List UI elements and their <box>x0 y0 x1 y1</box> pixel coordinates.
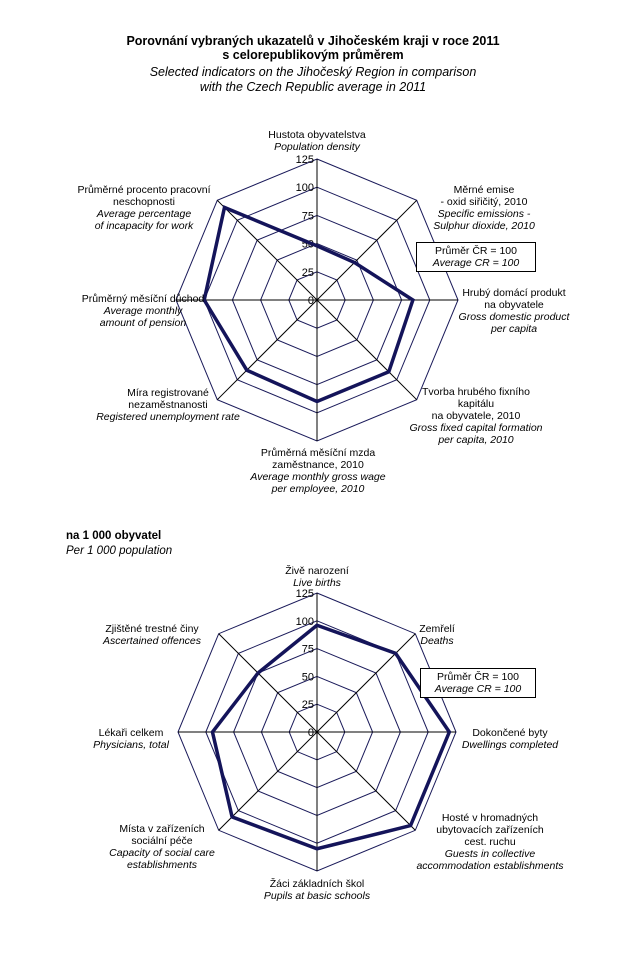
category-label-cz: sociální péče <box>131 835 193 847</box>
category-label-en: amount of pension <box>99 317 187 329</box>
legend-1-en: Average CR = 100 <box>432 257 520 269</box>
chart-2-tick-label: 100 <box>296 616 314 628</box>
category-label-cz: Zjištěné trestné činy <box>105 623 199 635</box>
category-label-en: Pupils at basic schools <box>263 890 371 902</box>
chart-1-axis-3 <box>316 299 418 401</box>
chart-2-tick-label: 50 <box>302 671 314 683</box>
chart-1-tick-label: 75 <box>302 210 314 222</box>
chart-1-category-label: Průměrné procento pracovní neschopnosti Av… <box>54 184 234 232</box>
legend-2: Průměr ČR = 100 Average CR = 100 <box>420 668 536 698</box>
chart-2-category-label: Zjištěné trestné činy Ascertained offence… <box>62 623 242 647</box>
category-label-cz: na obyvatele <box>484 299 544 311</box>
chart-1-axis-7 <box>216 199 318 301</box>
chart-1-tick-label: 125 <box>296 154 314 166</box>
chart-1-tick-label: 100 <box>296 182 314 194</box>
chart-1-tick-label: 0 <box>308 295 314 307</box>
category-label-en: Deaths <box>420 635 454 647</box>
legend-2-en: Average CR = 100 <box>434 683 522 695</box>
chart-1-category-label: Tvorba hrubého fixního kapitálu na obyvate… <box>386 386 566 446</box>
chart-2-tick-label: 125 <box>296 588 314 600</box>
title-en-line1: Selected indicators on the Jihočeský Reg… <box>149 65 477 79</box>
chart-1-category-label: Průměrná měsíční mzda zaměstnance, 2010 Av… <box>228 447 408 495</box>
category-label-en: establishments <box>126 859 198 871</box>
category-label-cz: Hustota obyvatelstva <box>268 129 366 141</box>
chart-2-tick-label: 25 <box>302 699 314 711</box>
category-label-en: Sulphur dioxide, 2010 <box>433 220 535 232</box>
section2-title-en: Per 1 000 population <box>66 545 173 557</box>
category-label-en: Registered unemployment rate <box>96 411 240 423</box>
chart-1-category-label: Hrubý domácí produkt na obyvatele Gross do… <box>424 287 604 335</box>
category-label-cz: kapitálu <box>457 398 495 410</box>
category-label-cz: Průměrný měsíční důchod <box>81 293 205 305</box>
category-label-cz: na obyvatele, 2010 <box>431 410 521 422</box>
category-label-en: per employee, 2010 <box>271 483 365 495</box>
category-label-en: Capacity of social care <box>109 847 215 859</box>
category-label-cz: Živě narození <box>285 565 349 577</box>
chart-1-tick-label: 25 <box>302 267 314 279</box>
category-label-cz: neschopnosti <box>113 196 175 208</box>
category-label-cz: nezaměstnanosti <box>128 399 208 411</box>
category-label-en: Gross fixed capital formation <box>409 422 543 434</box>
chart-2-category-label: Žáci základních škol Pupils at basic scho… <box>227 878 407 902</box>
chart-2-category-label: Místa v zařízeních sociální péče Capacity … <box>72 823 252 871</box>
chart-2-tick-label: 0 <box>308 727 314 739</box>
title-cz-line2: s celorepublikovým průměrem <box>222 48 404 62</box>
category-label-cz: Zemřelí <box>419 623 455 635</box>
category-label-en: Gross domestic product <box>458 311 570 323</box>
category-label-en: accommodation establishments <box>416 860 564 872</box>
chart-2-category-label: Lékaři celkem Physicians, total <box>41 727 221 751</box>
category-label-cz: Měrné emise <box>453 184 515 196</box>
category-label-en: Dwellings completed <box>461 739 559 751</box>
category-label-cz: Hrubý domácí produkt <box>462 287 566 299</box>
category-label-en: Population density <box>274 141 360 153</box>
chart-2-category-label: Živě narození Live births <box>227 565 407 589</box>
category-label-cz: Hosté v hromadných <box>441 812 539 824</box>
category-label-cz: Místa v zařízeních <box>119 823 205 835</box>
chart-1-category-label: Hustota obyvatelstva Population density <box>227 129 407 153</box>
category-label-en: Live births <box>293 577 341 589</box>
section2-title-cz: na 1 000 obyvatel <box>66 530 162 542</box>
chart-2-axis-7 <box>218 633 318 733</box>
chart-1-axis-1 <box>316 199 418 301</box>
category-label-en: Average monthly gross wage <box>250 471 386 483</box>
legend-2-cz: Průměr ČR = 100 <box>437 671 519 683</box>
category-label-cz: ubytovacích zařízeních <box>436 824 544 836</box>
category-label-cz: Průměrné procento pracovní <box>77 184 211 196</box>
title-en-line2: with the Czech Republic average in 2011 <box>199 80 427 94</box>
chart-1-category-label: Měrné emise - oxid siřičitý, 2010 Specific… <box>394 184 574 232</box>
category-label-cz: Průměrná měsíční mzda <box>260 447 376 459</box>
category-label-en: per capita, 2010 <box>438 434 514 446</box>
category-label-en: Specific emissions - <box>437 208 531 220</box>
category-label-en: Guests in collective <box>444 848 536 860</box>
category-label-en: Average monthly <box>103 305 183 317</box>
category-label-cz: Žáci základních škol <box>269 878 365 890</box>
category-label-cz: cest. ruchu <box>464 836 516 848</box>
chart-1-axis-5 <box>216 299 318 401</box>
legend-1-cz: Průměr ČR = 100 <box>435 245 517 257</box>
chart-2-axis-3 <box>316 731 416 831</box>
chart-2-category-label: Zemřelí Deaths <box>347 623 527 647</box>
chart-1-category-label: Míra registrované nezaměstnanosti Register… <box>78 387 258 423</box>
category-label-en: Ascertained offences <box>102 635 202 647</box>
legend-1: Průměr ČR = 100 Average CR = 100 <box>416 242 536 272</box>
category-label-cz: Lékaři celkem <box>98 727 164 739</box>
category-label-cz: zaměstnance, 2010 <box>272 459 364 471</box>
chart-2-tick-label: 75 <box>302 644 314 656</box>
chart-2-axis-5 <box>218 731 318 831</box>
category-label-cz: Tvorba hrubého fixního <box>422 386 530 398</box>
category-label-en: Physicians, total <box>93 739 169 751</box>
category-label-en: Average percentage <box>96 208 192 220</box>
chart-1-category-label: Průměrný měsíční důchod Average monthly am… <box>53 293 233 329</box>
chart-2-axis-1 <box>316 633 416 733</box>
title-cz-line1: Porovnání vybraných ukazatelů v Jihočesk… <box>126 34 500 48</box>
category-label-cz: Dokončené byty <box>472 727 548 739</box>
category-label-cz: Míra registrované <box>127 387 209 399</box>
category-label-en: of incapacity for work <box>94 220 194 232</box>
chart-2-category-label: Dokončené byty Dwellings completed <box>420 727 600 751</box>
chart-2-category-label: Hosté v hromadných ubytovacích zařízeních… <box>400 812 580 872</box>
category-label-cz: - oxid siřičitý, 2010 <box>440 196 528 208</box>
category-label-en: per capita <box>490 323 538 335</box>
